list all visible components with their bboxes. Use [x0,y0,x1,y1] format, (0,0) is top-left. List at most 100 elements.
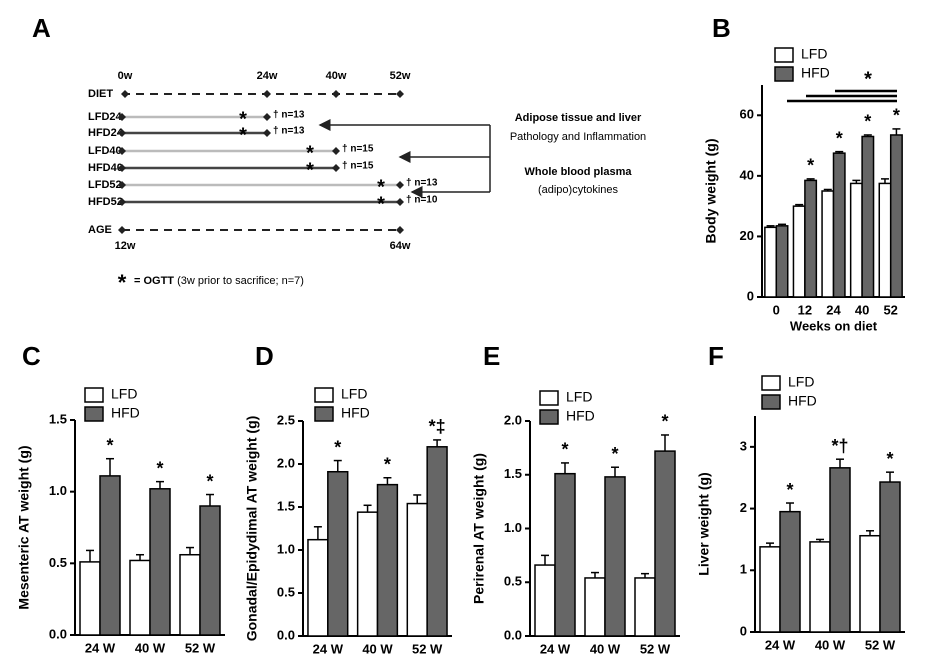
marker [118,164,126,172]
marker [396,90,404,98]
bar [199,505,221,636]
y-tick-label: 1.5 [504,466,522,481]
marker [118,226,126,234]
marker [263,113,271,121]
y-tick-label: 2.5 [277,412,295,427]
outcome-title: Whole blood plasma [525,166,633,178]
x-tick-label: 52 W [640,641,671,656]
marker [263,129,271,137]
age-label: 12w [115,240,136,252]
legend-swatch [84,387,104,403]
legend-text: = OGTT (3w prior to sacrifice; n=7) [134,275,304,287]
marker [118,198,126,206]
row-label: HFD52 [88,196,123,208]
week-label: 40w [326,70,347,82]
bar [779,510,801,633]
x-axis-label: Weeks on diet [790,318,878,333]
y-tick-label: 1.5 [49,411,67,426]
week-label: 52w [390,70,411,82]
bar [821,190,835,298]
outcome-detail: (adipo)cytokines [538,184,619,196]
significance-mark: * [836,128,843,148]
bar [809,541,831,633]
x-tick-label: 40 W [590,641,621,656]
bar [764,226,778,298]
marker [332,164,340,172]
bar [829,467,851,633]
x-tick-label: 24 W [313,641,344,656]
marker [121,90,129,98]
y-tick-label: 0 [747,288,754,303]
ogtt-star: * [239,124,247,146]
marker [396,226,404,234]
week-label: 0w [118,70,133,82]
y-tick-label: 0.0 [277,627,295,642]
panel-letter: F [708,341,724,371]
legend-swatch [84,406,104,422]
bar [179,553,201,636]
ogtt-star: * [377,193,385,215]
marker [118,181,126,189]
significance-mark: * [334,437,341,457]
legend-label: LFD [341,386,367,402]
x-tick-label: 24 W [85,640,116,655]
panel-letter: D [255,341,274,371]
week-label: 24w [257,70,278,82]
y-axis-label: Body weight (g) [703,139,719,244]
outcome-detail: Pathology and Inflammation [510,131,646,143]
legend-swatch [761,394,781,410]
bar [604,476,626,637]
row-label: HFD24 [88,127,124,139]
significance-mark: * [864,112,871,132]
y-tick-label: 2 [740,500,747,515]
marker [396,181,404,189]
legend-detail: (3w prior to sacrifice; n=7) [177,275,304,287]
row-note: † n=15 [342,144,374,155]
bar [804,179,818,298]
bar [376,483,399,637]
marker [396,198,404,206]
bar [792,205,806,298]
legend-label: LFD [788,374,814,390]
panel-letter: B [712,13,731,43]
y-tick-label: 1.0 [277,541,295,556]
bar [861,135,875,298]
bar [654,450,676,637]
significance-mark: * [156,458,163,478]
legend-label: HFD [111,405,140,421]
legend-swatch [314,387,334,403]
significance-mark: *‡ [429,417,446,437]
bar [99,475,121,636]
significance-mark: *† [831,436,848,456]
bar [554,472,576,637]
panel-letter: E [483,341,500,371]
y-axis-label: Gonadal/Epidydimal AT weight (g) [244,416,260,642]
legend-label: HFD [341,405,370,421]
bar [878,182,892,298]
row-label: LFD24 [88,111,123,123]
bar [356,511,379,637]
legend-swatch [761,375,781,391]
marker [118,129,126,137]
outcome-title: Adipose tissue and liver [515,112,642,124]
significance-mark: * [786,480,793,500]
legend-label: LFD [566,389,592,405]
y-tick-label: 1.0 [504,520,522,535]
row-label: AGE [88,224,112,236]
x-tick-label: 24 W [540,641,571,656]
y-tick-label: 1 [740,562,747,577]
x-tick-label: 52 W [865,637,896,652]
x-tick-label: 52 W [412,641,443,656]
age-label: 64w [390,240,411,252]
y-tick-label: 0 [740,623,747,638]
bar [79,561,101,636]
x-tick-label: 52 [883,302,897,317]
legend-label: LFD [111,386,137,402]
bar [129,559,151,636]
y-tick-label: 20 [740,228,754,243]
significance-mark: * [661,412,668,432]
ogtt-star: * [239,108,247,130]
significance-mark: * [384,455,391,475]
marker [118,147,126,155]
